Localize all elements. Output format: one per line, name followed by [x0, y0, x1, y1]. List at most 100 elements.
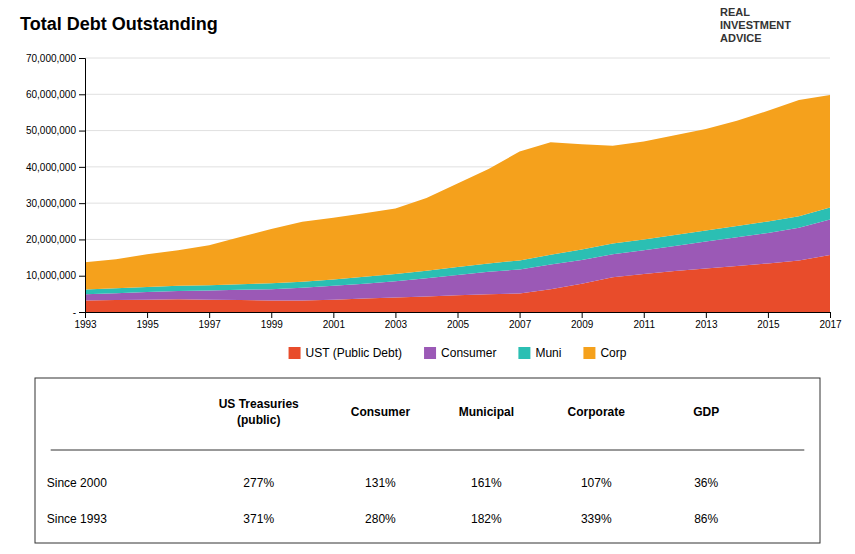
table-cell: 86% — [694, 512, 718, 526]
table-border — [35, 378, 820, 543]
tick: 2015 — [757, 312, 780, 330]
areas — [85, 95, 830, 312]
axis-line — [79, 59, 86, 313]
legend-item: Consumer — [424, 346, 496, 360]
x-axis: 1993 1995 1997 1999 2001 2003 2005 2007 2009 2011… — [74, 312, 842, 330]
chart: Total Debt Outstanding REALINVESTMENTADVI… — [0, 0, 855, 554]
tick: 10,000,000 — [26, 270, 85, 281]
tick-mark — [79, 58, 85, 59]
annotation: ADVICE — [720, 32, 762, 44]
plot: 1993 1995 1997 1999 2001 2003 2005 2007 2009 2011… — [26, 53, 842, 330]
area — [85, 95, 830, 289]
tick-mark — [79, 167, 85, 168]
tick-label: 2015 — [757, 319, 780, 330]
tick-label: 60,000,000 — [26, 89, 76, 100]
table-cell: 161% — [471, 476, 502, 490]
legend-item: Muni — [518, 346, 561, 360]
tick-mark — [79, 312, 85, 313]
table-separator — [51, 450, 805, 451]
legend-swatch — [518, 347, 530, 359]
table-header: Consumer — [351, 405, 411, 419]
tick: 1999 — [261, 312, 284, 330]
tick-mark — [644, 312, 645, 318]
tick-label: 20,000,000 — [26, 234, 76, 245]
tick: 2013 — [695, 312, 718, 330]
tick: 50,000,000 — [26, 125, 85, 136]
legend-item: Corp — [583, 346, 626, 360]
tick-label: 2017 — [819, 319, 842, 330]
tick: - — [73, 307, 85, 318]
legend-label: UST (Public Debt) — [306, 346, 402, 360]
tick-label: 2009 — [571, 319, 594, 330]
tick-mark — [79, 131, 85, 132]
tick: 2001 — [323, 312, 346, 330]
tick-label: 40,000,000 — [26, 162, 76, 173]
tick-mark — [271, 312, 272, 318]
tick-label: 1993 — [74, 319, 97, 330]
grid-line — [85, 94, 830, 95]
legend-label: Consumer — [441, 346, 496, 360]
tick-label: 30,000,000 — [26, 198, 76, 209]
table-cell: 131% — [365, 476, 396, 490]
tick: 2009 — [571, 312, 594, 330]
tick-mark — [209, 312, 210, 318]
tick-mark — [458, 312, 459, 318]
tick-label: - — [73, 307, 76, 318]
tick-label: 2005 — [447, 319, 470, 330]
table-cell: 280% — [365, 512, 396, 526]
legend-swatch — [424, 347, 436, 359]
y-axis: - 10,000,000 20,000,000 30,000,000 40,000,00… — [26, 53, 86, 318]
grid — [85, 58, 830, 312]
tick: 1997 — [199, 312, 222, 330]
tick-label: 70,000,000 — [26, 53, 76, 64]
table-cell: 36% — [694, 476, 718, 490]
annotation: INVESTMENT — [720, 19, 791, 31]
tick-label: 10,000,000 — [26, 270, 76, 281]
tick-label: 2003 — [385, 319, 408, 330]
tick: 2003 — [385, 312, 408, 330]
tick-mark — [79, 276, 85, 277]
table-cell: 339% — [581, 512, 612, 526]
tick-label: 2011 — [633, 319, 655, 330]
table-header: Corporate — [568, 405, 626, 419]
table-cell: 277% — [243, 476, 274, 490]
title: Total Debt Outstanding — [20, 14, 218, 34]
table-header: Municipal — [459, 405, 514, 419]
legend-label: Muni — [535, 346, 561, 360]
tick-mark — [395, 312, 396, 318]
tick-mark — [79, 203, 85, 204]
table-cell: 371% — [243, 512, 274, 526]
tick: 60,000,000 — [26, 89, 85, 100]
tick-label: 1999 — [261, 319, 284, 330]
table-cell: 107% — [581, 476, 612, 490]
legend-swatch — [289, 347, 301, 359]
tick-label: 2007 — [509, 319, 532, 330]
tick-mark — [706, 312, 707, 318]
tick: 20,000,000 — [26, 234, 85, 245]
tick: 2011 — [633, 312, 655, 330]
tick: 2005 — [447, 312, 470, 330]
tick-mark — [830, 312, 831, 318]
axis-line — [86, 313, 831, 319]
tick-mark — [79, 239, 85, 240]
tick: 2017 — [819, 312, 842, 330]
legend-swatch — [583, 347, 595, 359]
table-header: US Treasuries(public) — [219, 397, 299, 427]
tick-mark — [79, 94, 85, 95]
tick-mark — [768, 312, 769, 318]
legend-item: UST (Public Debt) — [289, 346, 402, 360]
tick: 70,000,000 — [26, 53, 85, 64]
legend: UST (Public Debt) Consumer Muni Corp — [289, 346, 627, 360]
legend-label: Corp — [600, 346, 626, 360]
tick-label: 2013 — [695, 319, 718, 330]
annotation: REAL — [720, 6, 750, 18]
table: US Treasuries(public) Consumer Municipal Co… — [35, 378, 820, 543]
table-row-label: Since 2000 — [47, 476, 107, 490]
tick: 1995 — [136, 312, 159, 330]
tick-mark — [147, 312, 148, 318]
tick: 40,000,000 — [26, 162, 85, 173]
tick-label: 1997 — [199, 319, 222, 330]
tick-label: 1995 — [136, 319, 159, 330]
tick: 30,000,000 — [26, 198, 85, 209]
table-row-label: Since 1993 — [47, 512, 107, 526]
